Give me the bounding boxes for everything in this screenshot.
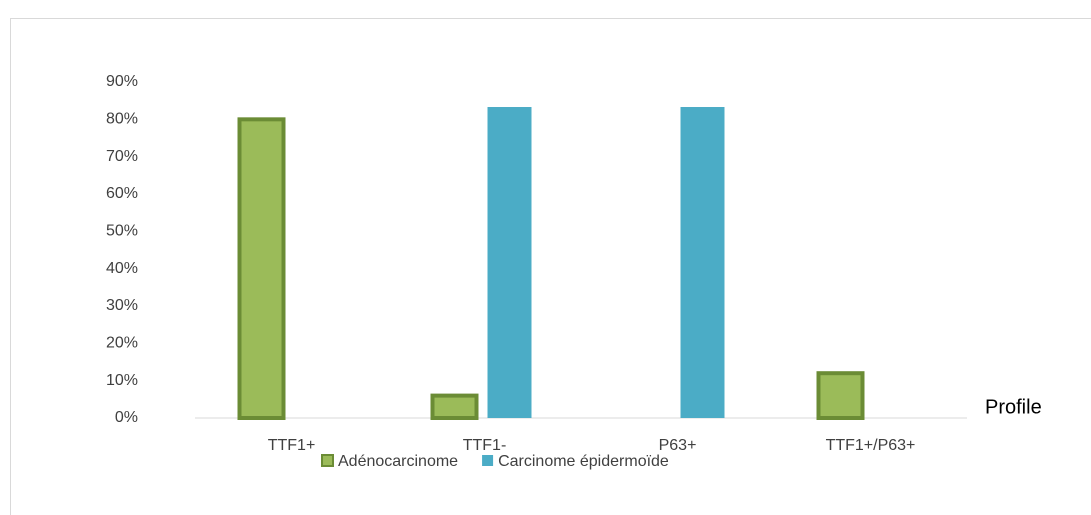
- x-tick-label: TTF1+/P63+: [826, 437, 916, 454]
- y-tick-label: 0%: [115, 409, 138, 426]
- y-tick-label: 90%: [106, 73, 138, 90]
- bar: [237, 117, 286, 420]
- y-tick-label: 10%: [106, 372, 138, 389]
- legend-swatch: [482, 455, 494, 466]
- x-tick-label: P63+: [659, 437, 697, 454]
- y-tick-label: 20%: [106, 335, 138, 352]
- bar: [816, 371, 865, 421]
- x-tick-label: TTF1-: [463, 437, 507, 454]
- y-tick-label: 50%: [106, 223, 138, 240]
- legend-swatch: [321, 454, 334, 467]
- chart-border: [10, 18, 1091, 515]
- y-tick-label: 80%: [106, 111, 138, 128]
- x-tick-label: TTF1+: [268, 437, 316, 454]
- legend-label: Carcinome épidermoïde: [498, 453, 669, 470]
- bar: [487, 107, 532, 418]
- y-tick-label: 60%: [106, 185, 138, 202]
- x-axis-label: Profile: [985, 396, 1042, 418]
- bar: [680, 107, 725, 418]
- legend-label: Adénocarcinome: [338, 453, 458, 470]
- y-tick-label: 30%: [106, 297, 138, 314]
- y-tick-label: 40%: [106, 260, 138, 277]
- y-tick-label: 70%: [106, 148, 138, 165]
- bar: [430, 393, 479, 421]
